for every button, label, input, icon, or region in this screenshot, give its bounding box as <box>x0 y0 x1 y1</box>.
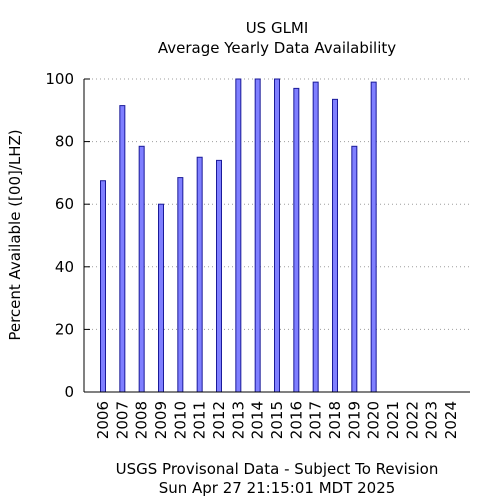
chart-subtitle: Average Yearly Data Availability <box>158 39 396 57</box>
bar-2010 <box>177 177 184 393</box>
x-tick-label: 2017 <box>307 401 325 439</box>
bar-2007 <box>119 105 126 393</box>
bar-2020 <box>370 81 377 393</box>
x-tick-label: 2006 <box>94 401 112 439</box>
axes <box>83 78 470 393</box>
bar-2019 <box>351 145 358 393</box>
chart-title: US GLMI <box>246 19 309 37</box>
x-tick-label: 2009 <box>152 401 170 439</box>
bar-2017 <box>312 81 319 393</box>
bar-2008 <box>138 145 145 393</box>
y-tick-label: 80 <box>55 133 74 151</box>
x-tick-label: 2019 <box>345 401 363 439</box>
bar-2016 <box>293 87 300 393</box>
bar-2015 <box>274 78 280 393</box>
bars <box>100 78 377 393</box>
bar-2018 <box>332 98 338 393</box>
x-tick-label: 2023 <box>423 401 441 439</box>
y-axis-label: Percent Available ([00]/LHZ) <box>6 129 24 340</box>
x-tick-label: 2008 <box>133 401 151 439</box>
bar-2012 <box>216 159 222 393</box>
footer-timestamp: Sun Apr 27 21:15:01 MDT 2025 <box>159 479 396 497</box>
x-tick-label: 2013 <box>229 401 247 439</box>
y-tick-labels: 0 20 40 60 80 100 <box>45 70 74 401</box>
x-tick-label: 2015 <box>268 401 286 439</box>
footer-disclaimer: USGS Provisonal Data - Subject To Revisi… <box>116 460 439 478</box>
y-tick-label: 40 <box>55 258 74 276</box>
bar-2013 <box>235 78 242 393</box>
x-tick-label: 2010 <box>171 401 189 439</box>
x-tick-label: 2021 <box>384 401 402 439</box>
x-tick-label: 2007 <box>113 401 131 439</box>
y-tick-label: 20 <box>55 320 74 338</box>
bar-2006 <box>100 180 106 393</box>
x-tick-label: 2024 <box>442 401 460 439</box>
x-tick-label: 2011 <box>191 401 209 439</box>
x-tick-labels: 2006 2007 2008 2009 2010 2011 2012 2013 2014 2015… <box>94 401 460 439</box>
x-tick-label: 2016 <box>287 401 305 439</box>
x-tick-label: 2012 <box>210 401 228 439</box>
bar-2011 <box>196 156 203 393</box>
bar-2009 <box>158 203 164 393</box>
y-tick-label: 0 <box>64 383 74 401</box>
y-tick-label: 100 <box>45 70 74 88</box>
x-tick-label: 2020 <box>365 401 383 439</box>
y-tick-label: 60 <box>55 195 74 213</box>
bar-2014 <box>254 78 261 393</box>
x-tick-label: 2014 <box>249 401 267 439</box>
x-tick-label: 2022 <box>403 401 421 439</box>
x-tick-label: 2018 <box>326 401 344 439</box>
